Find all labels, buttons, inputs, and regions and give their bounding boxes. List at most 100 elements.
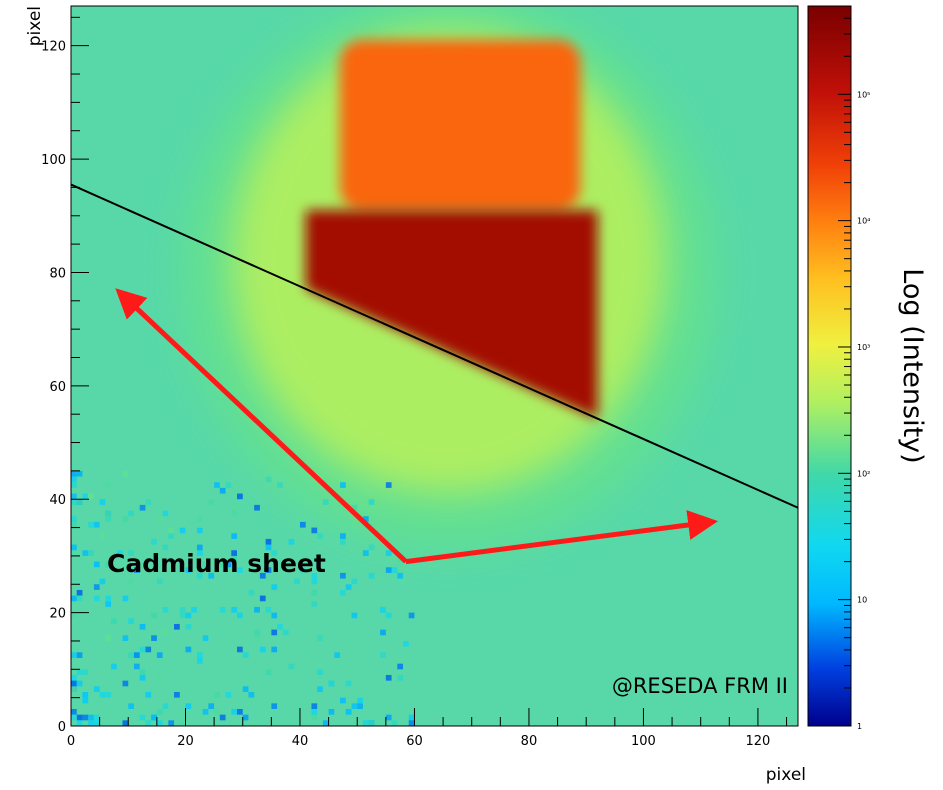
noise-pixel: [219, 606, 226, 613]
noise-pixel: [71, 493, 77, 500]
noise-pixel: [128, 578, 134, 585]
noise-pixel: [385, 550, 392, 556]
noise-pixel: [391, 567, 398, 573]
noise-pixel: [254, 606, 260, 613]
noise-pixel: [225, 561, 232, 568]
noise-pixel: [294, 578, 300, 585]
noise-pixel: [351, 612, 358, 619]
y-tick-label: 80: [49, 266, 66, 281]
noise-pixel: [208, 703, 215, 709]
noise-pixel: [408, 720, 415, 726]
noise-pixel: [196, 544, 203, 551]
noise-pixel: [259, 595, 266, 602]
noise-pixel: [345, 708, 352, 715]
noise-pixel: [156, 652, 163, 658]
colorbar-tick-label: 10⁵: [857, 90, 870, 99]
noise-pixel: [88, 493, 94, 500]
noise-pixel: [93, 686, 100, 692]
noise-pixel: [242, 714, 249, 721]
noise-pixel: [231, 606, 238, 613]
noise-pixel: [265, 567, 272, 573]
noise-pixel: [105, 595, 112, 602]
noise-pixel: [179, 606, 186, 613]
noise-pixel: [93, 720, 100, 726]
noise-pixel: [311, 601, 318, 607]
noise-pixel: [311, 703, 318, 709]
noise-pixel: [128, 618, 134, 624]
noise-pixel: [271, 584, 278, 590]
noise-pixel: [385, 567, 392, 573]
noise-pixel: [116, 550, 123, 556]
noise-pixel: [202, 561, 209, 568]
noise-pixel: [311, 708, 318, 715]
colorbar-tick-label: 10³: [857, 343, 870, 352]
noise-pixel: [128, 510, 134, 517]
noise-pixel: [145, 646, 152, 653]
noise-pixel: [380, 652, 386, 658]
lower-beam-block: [305, 210, 598, 419]
noise-pixel: [71, 680, 77, 687]
noise-pixel: [93, 584, 100, 590]
noise-pixel: [76, 652, 83, 658]
plot-area: [71, 6, 798, 726]
noise-pixel: [145, 720, 152, 726]
annotation-arrow: [115, 288, 408, 564]
noise-pixel: [317, 686, 323, 692]
noise-pixel: [156, 708, 163, 715]
noise-pixel: [151, 612, 157, 619]
noise-pixel: [231, 708, 238, 715]
noise-pixel: [357, 697, 363, 704]
noise-pixel: [408, 714, 415, 721]
noise-pixel: [185, 646, 192, 653]
noise-pixel: [334, 652, 341, 658]
noise-pixel: [71, 482, 77, 488]
noise-pixel: [168, 533, 175, 539]
noise-pixel: [168, 527, 175, 534]
noise-pixel: [340, 572, 346, 579]
noise-pixel: [174, 623, 180, 630]
noise-pixel: [340, 589, 346, 596]
noise-pixel: [76, 720, 83, 726]
noise-pixel: [403, 640, 409, 647]
noise-pixel: [196, 527, 203, 534]
noise-pixel: [362, 516, 369, 522]
noise-pixel: [105, 516, 112, 522]
noise-pixel: [196, 652, 203, 658]
noise-pixel: [357, 703, 363, 709]
noise-pixel: [225, 482, 232, 488]
upper-beam-block: [340, 40, 581, 211]
intensity-layer: [179, 6, 718, 551]
noise-layer: [71, 470, 415, 726]
noise-pixel: [133, 652, 140, 658]
x-tick-label: 20: [177, 734, 194, 749]
noise-pixel: [254, 629, 260, 636]
noise-pixel: [237, 567, 243, 573]
noise-pixel: [162, 606, 169, 613]
noise-pixel: [185, 567, 192, 573]
noise-pixel: [139, 623, 146, 630]
noise-pixel: [219, 561, 226, 568]
noise-pixel: [351, 578, 358, 585]
annotation-arrows: [115, 288, 719, 565]
noise-pixel: [156, 516, 163, 522]
noise-pixel: [214, 482, 220, 488]
noise-pixel: [242, 686, 249, 692]
noise-pixel: [271, 629, 278, 636]
noise-pixel: [139, 646, 146, 653]
noise-pixel: [380, 606, 386, 613]
noise-pixel: [156, 674, 163, 681]
noise-pixel: [88, 521, 94, 528]
noise-pixel: [408, 612, 415, 619]
noise-pixel: [311, 578, 318, 585]
noise-pixel: [322, 720, 329, 726]
noise-pixel: [311, 589, 318, 596]
noise-pixel: [71, 595, 77, 602]
colorbar-tick-label: 10²: [857, 469, 870, 478]
noise-pixel: [328, 708, 335, 715]
noise-pixel: [99, 499, 106, 505]
noise-pixel: [191, 606, 197, 613]
noise-pixel: [139, 504, 146, 511]
noise-pixel: [277, 623, 283, 630]
colorbar-tick-label: 10: [857, 596, 867, 605]
noise-pixel: [93, 595, 100, 602]
